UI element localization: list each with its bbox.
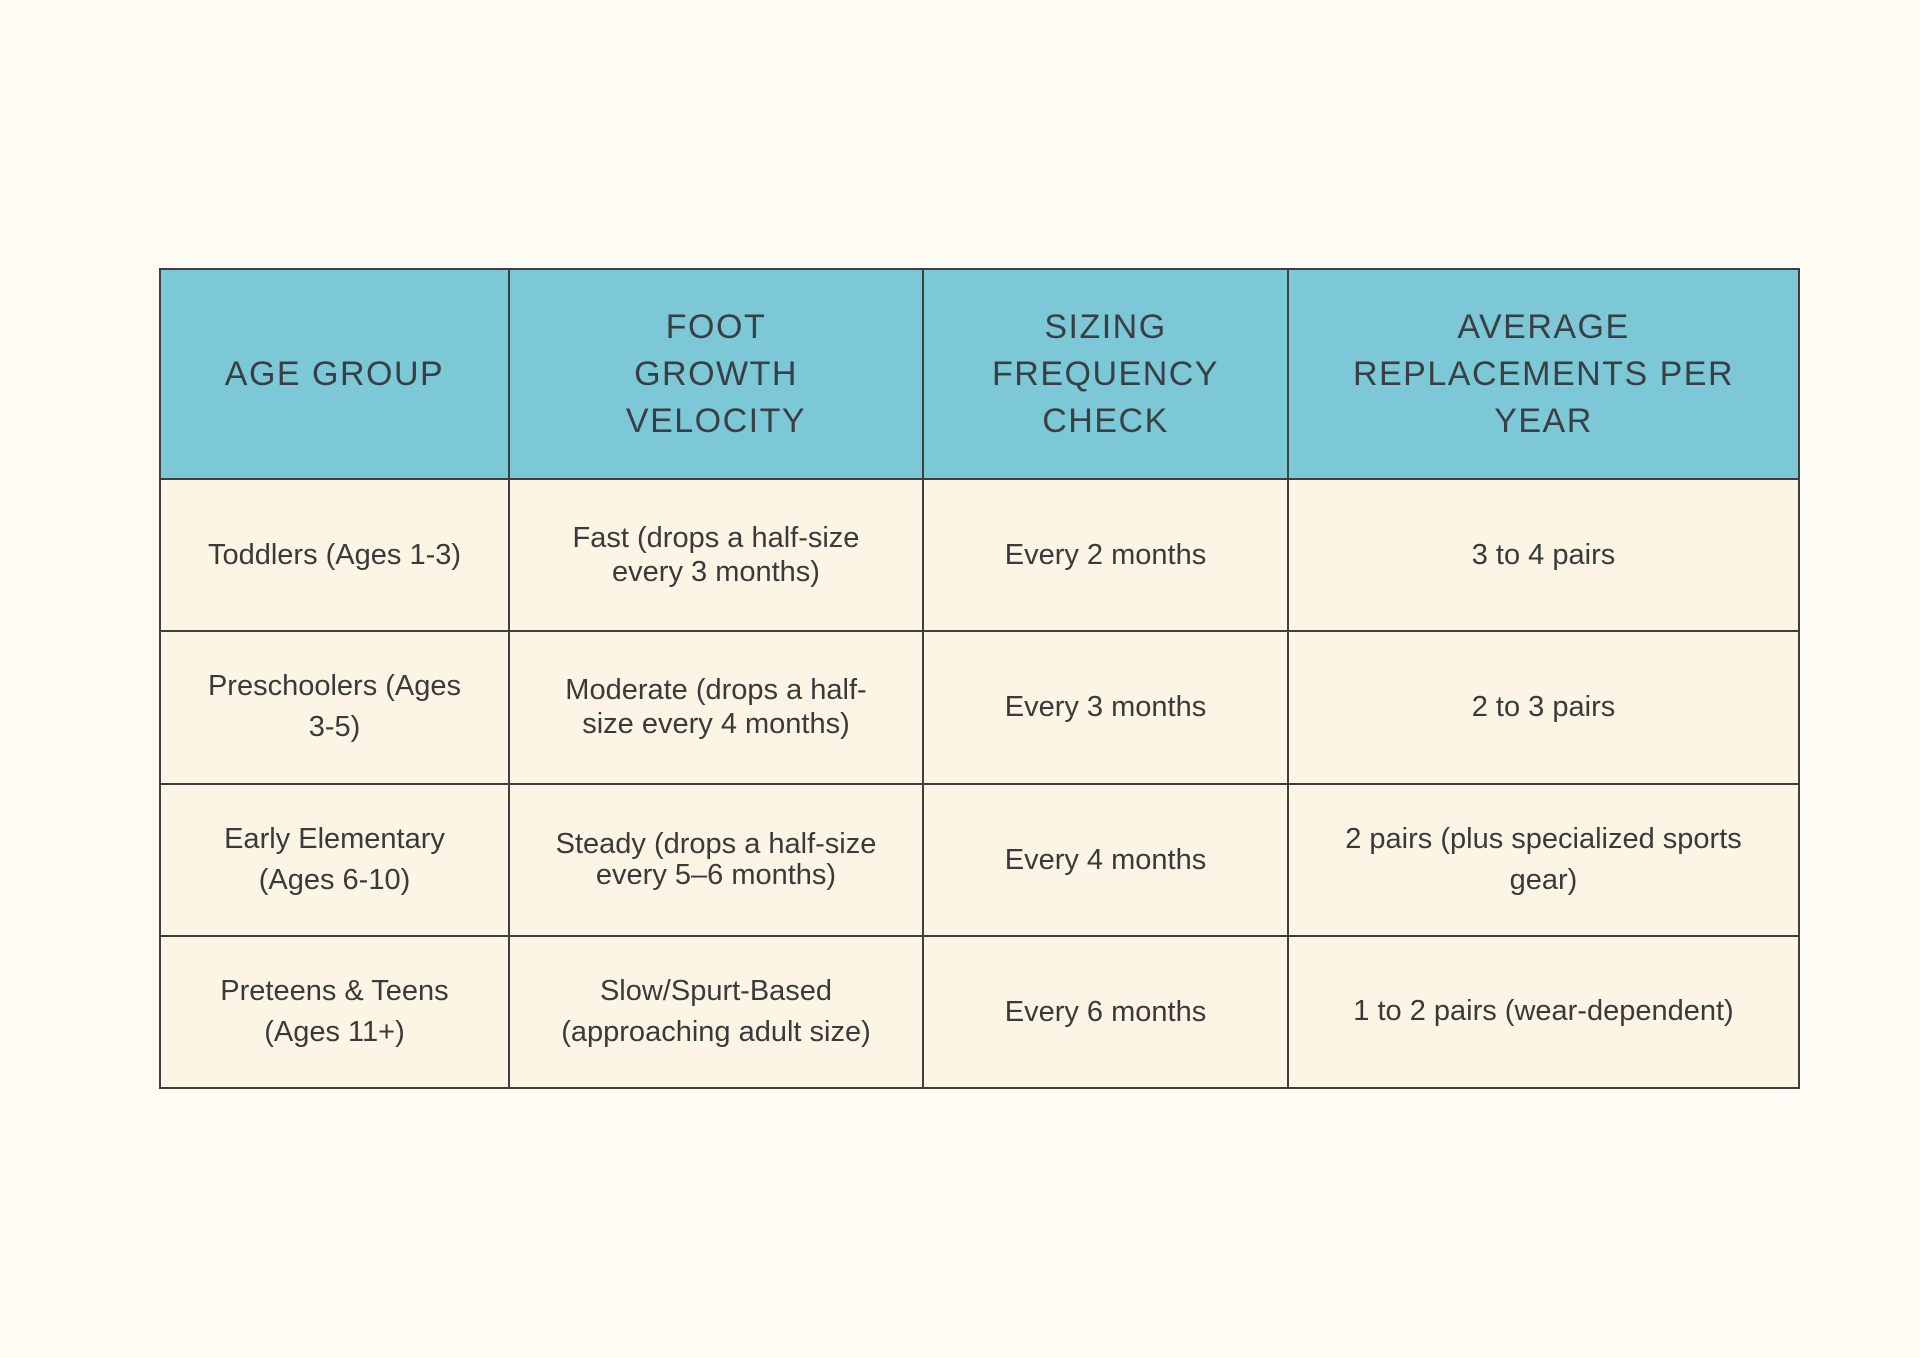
cell-sizing-frequency: Every 3 months (922, 630, 1289, 785)
header-average-replacements: AVERAGE REPLACEMENTS PER YEAR (1287, 268, 1800, 480)
cell-age-group: Toddlers (Ages 1-3) (159, 477, 510, 633)
cell-average-replacements: 2 to 3 pairs (1287, 630, 1800, 785)
cell-sizing-frequency: Every 4 months (922, 782, 1289, 937)
cell-age-group: Early Elementary (Ages 6-10) (159, 782, 510, 937)
cell-foot-growth-velocity: Steady (drops a half-size every 5–6 mont… (508, 782, 924, 937)
cell-age-group: Preteens & Teens (Ages 11+) (159, 934, 510, 1090)
cell-foot-growth-velocity: Moderate (drops a half-size every 4 mont… (508, 630, 924, 785)
table-row: Toddlers (Ages 1-3) Fast (drops a half-s… (159, 477, 1800, 633)
cell-foot-growth-velocity: Fast (drops a half-size every 3 months) (508, 477, 924, 633)
table-row: Preschoolers (Ages 3-5) Moderate (drops … (159, 630, 1800, 785)
table-header-row: AGE GROUP FOOT GROWTH VELOCITY SIZING FR… (159, 268, 1800, 480)
cell-sizing-frequency: Every 2 months (922, 477, 1289, 633)
header-age-group: AGE GROUP (159, 268, 510, 480)
cell-age-group: Preschoolers (Ages 3-5) (159, 630, 510, 785)
table-row: Early Elementary (Ages 6-10) Steady (dro… (159, 782, 1800, 937)
cell-sizing-frequency: Every 6 months (922, 934, 1289, 1090)
cell-average-replacements: 3 to 4 pairs (1287, 477, 1800, 633)
shoe-growth-table: AGE GROUP FOOT GROWTH VELOCITY SIZING FR… (159, 268, 1800, 1090)
cell-average-replacements: 1 to 2 pairs (wear-dependent) (1287, 934, 1800, 1090)
table-row: Preteens & Teens (Ages 11+) Slow/Spurt-B… (159, 934, 1800, 1090)
cell-average-replacements: 2 pairs (plus specialized sports gear) (1287, 782, 1800, 937)
cell-foot-growth-velocity: Slow/Spurt-Based (approaching adult size… (508, 934, 924, 1090)
header-sizing-frequency-check: SIZING FREQUENCY CHECK (922, 268, 1289, 480)
header-foot-growth-velocity: FOOT GROWTH VELOCITY (508, 268, 924, 480)
